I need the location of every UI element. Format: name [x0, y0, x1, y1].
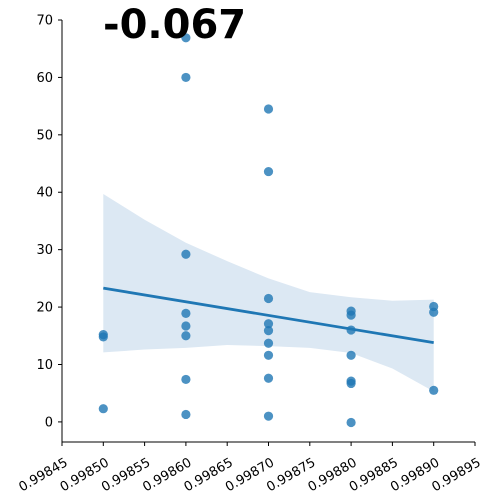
data-point	[263, 411, 274, 421]
data-point	[181, 308, 191, 318]
y-tick-label: 10	[36, 358, 53, 373]
data-point	[181, 249, 191, 259]
regression-line	[103, 286, 434, 345]
data-point	[346, 417, 356, 428]
data-point	[263, 293, 274, 304]
data-point	[181, 409, 191, 420]
data-point	[181, 321, 191, 331]
data-point	[263, 104, 274, 114]
data-point	[346, 378, 356, 389]
data-points	[98, 33, 439, 428]
y-tick-label: 30	[36, 243, 53, 258]
y-tick-label: 50	[36, 128, 53, 143]
data-point	[98, 404, 108, 414]
data-point	[181, 331, 191, 341]
data-point	[181, 72, 191, 83]
data-point	[263, 338, 274, 348]
chart-title: -0.067	[103, 2, 246, 48]
y-tick-label: 60	[36, 71, 53, 86]
data-point	[263, 166, 274, 177]
confidence-band	[103, 193, 434, 392]
data-point	[263, 350, 274, 360]
data-point	[346, 350, 356, 360]
data-point	[429, 385, 439, 395]
x-axis-ticks: 0.998450.998500.998550.998600.998650.998…	[16, 442, 484, 495]
data-point	[98, 332, 108, 342]
y-tick-label: 20	[36, 301, 53, 316]
data-point	[181, 374, 191, 385]
y-tick-label: 70	[36, 14, 53, 29]
data-point	[263, 319, 274, 329]
data-point	[346, 310, 356, 320]
y-tick-label: 40	[36, 186, 53, 201]
y-axis-ticks: 0 10 20 30 40 50 60 70	[36, 14, 62, 430]
data-point	[263, 326, 274, 336]
data-point	[263, 373, 274, 383]
y-tick-label: 0	[45, 415, 53, 430]
data-point	[181, 33, 191, 43]
data-point	[429, 307, 439, 317]
